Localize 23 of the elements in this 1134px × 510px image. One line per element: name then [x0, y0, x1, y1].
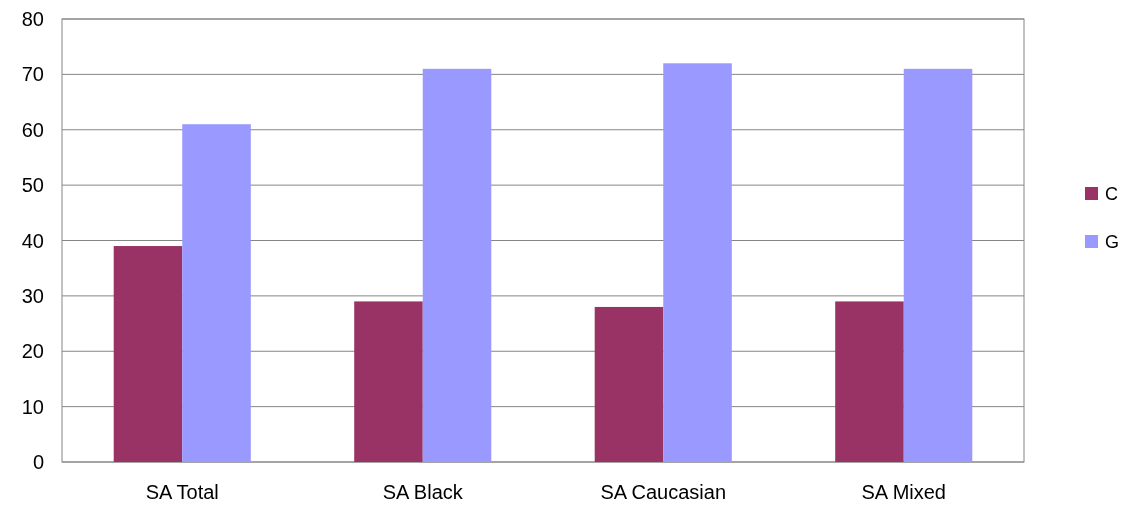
legend-label: C [1105, 184, 1118, 205]
bar [835, 301, 904, 462]
bar [422, 68, 492, 462]
y-tick-label: 40 [21, 229, 44, 252]
x-tick-label: SA Mixed [861, 481, 946, 503]
y-tick-label: 70 [21, 63, 44, 86]
legend-label: G [1105, 232, 1120, 253]
y-tick-label: 20 [21, 340, 44, 363]
bar [903, 68, 973, 462]
x-tick-label: SA Black [382, 481, 464, 503]
bar [113, 246, 183, 462]
bar [663, 63, 732, 462]
x-tick-label: SA Total [145, 481, 219, 503]
y-tick-label: 50 [21, 174, 44, 197]
bar [594, 306, 664, 462]
y-tick-label: 30 [21, 284, 44, 307]
y-tick-label: 80 [21, 8, 44, 30]
y-tick-label: 0 [32, 451, 44, 473]
y-tick-label: 60 [21, 118, 44, 141]
x-tick-label: SA Caucasian [600, 481, 727, 503]
bar [182, 124, 251, 462]
bar [354, 301, 423, 462]
y-tick-label: 10 [21, 395, 44, 418]
